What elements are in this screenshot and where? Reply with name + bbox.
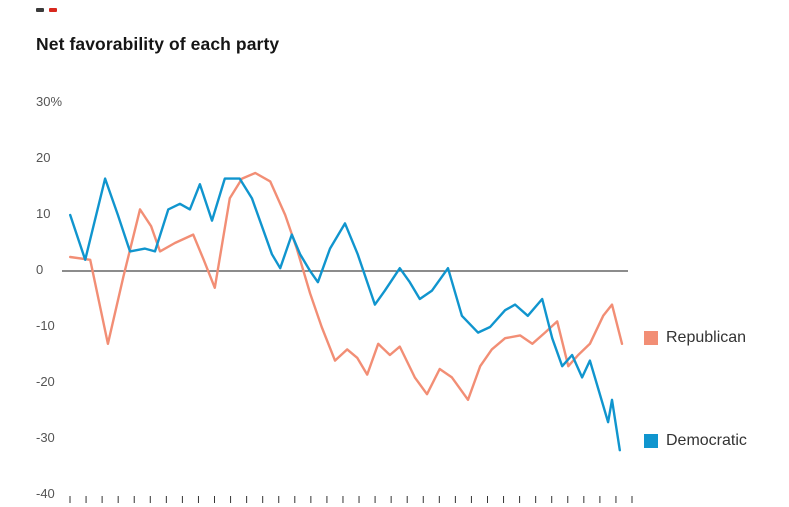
- y-tick-label: -40: [36, 486, 55, 501]
- y-tick-label: 0: [36, 262, 43, 277]
- democratic-legend-swatch: [644, 434, 658, 448]
- y-tick-label: -30: [36, 430, 55, 445]
- legend-item-republican: Republican: [644, 329, 746, 347]
- red-mark: [49, 8, 57, 12]
- y-tick-label: -10: [36, 318, 55, 333]
- y-tick-label: 30%: [36, 94, 62, 109]
- chart-title: Net favorability of each party: [36, 34, 280, 54]
- republican-legend-swatch: [644, 331, 658, 345]
- y-tick-label: -20: [36, 374, 55, 389]
- democratic-line: [68, 177, 621, 452]
- legend-item-democratic: Democratic: [644, 432, 747, 450]
- page-artifact-marks: [36, 6, 57, 14]
- y-tick-label: 10: [36, 206, 50, 221]
- y-tick-label: 20: [36, 150, 50, 165]
- democratic-legend-label: Democratic: [666, 432, 747, 449]
- republican-line: [68, 171, 624, 401]
- dark-mark: [36, 8, 44, 12]
- republican-legend-label: Republican: [666, 329, 747, 346]
